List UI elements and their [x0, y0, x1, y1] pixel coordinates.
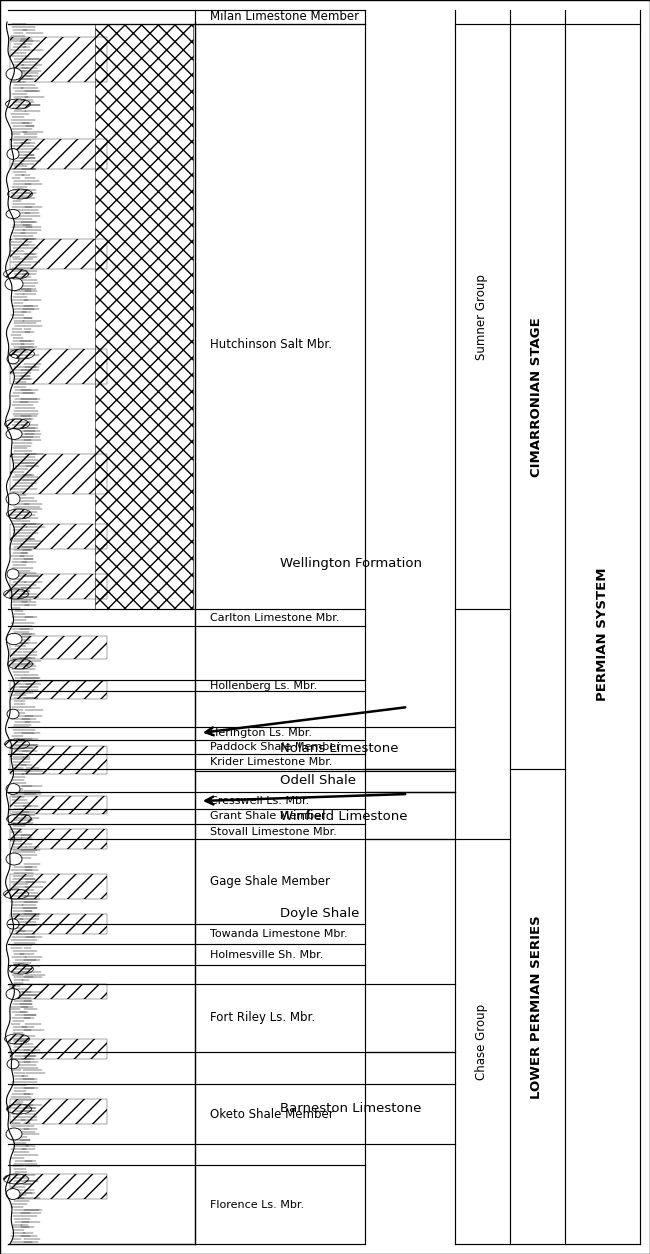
Bar	[10, 796, 107, 814]
Ellipse shape	[6, 1189, 20, 1199]
Bar	[10, 349, 107, 384]
Ellipse shape	[5, 277, 23, 291]
Text: Winfield Limestone: Winfield Limestone	[280, 810, 408, 823]
Bar	[10, 746, 107, 774]
Text: Stovall Limestone Mbr.: Stovall Limestone Mbr.	[210, 826, 337, 836]
Ellipse shape	[7, 1060, 19, 1068]
Bar	[95, 24, 193, 609]
Text: Cresswell Ls. Mbr.: Cresswell Ls. Mbr.	[210, 796, 309, 806]
Ellipse shape	[6, 493, 20, 505]
Bar	[8, 23, 195, 1244]
Text: Sumner Group: Sumner Group	[476, 275, 489, 360]
Text: Herington Ls. Mbr.: Herington Ls. Mbr.	[210, 729, 312, 739]
Ellipse shape	[6, 68, 22, 80]
Ellipse shape	[6, 429, 22, 439]
Ellipse shape	[6, 1129, 22, 1140]
Bar	[95, 24, 193, 609]
Ellipse shape	[6, 209, 20, 218]
Bar	[10, 636, 107, 660]
Text: Nolans Limestone: Nolans Limestone	[280, 742, 398, 755]
Text: Grant Shale Member: Grant Shale Member	[210, 811, 326, 821]
Text: Milan Limestone Member: Milan Limestone Member	[210, 10, 359, 24]
Text: Odell Shale: Odell Shale	[280, 775, 356, 788]
Bar	[10, 1040, 107, 1058]
Text: Towanda Limestone Mbr.: Towanda Limestone Mbr.	[210, 929, 348, 939]
Text: Hollenberg Ls. Mbr.: Hollenberg Ls. Mbr.	[210, 681, 317, 691]
Text: Florence Ls. Mbr.: Florence Ls. Mbr.	[210, 1200, 304, 1210]
Bar	[10, 1174, 107, 1199]
Text: CIMARRONIAN STAGE: CIMARRONIAN STAGE	[530, 317, 543, 477]
Bar	[10, 984, 107, 999]
Text: LOWER PERMIAN SERIES: LOWER PERMIAN SERIES	[530, 915, 543, 1099]
Text: Barneston Limestone: Barneston Limestone	[280, 1102, 421, 1116]
Bar	[10, 829, 107, 849]
Ellipse shape	[7, 710, 19, 719]
Text: Carlton Limestone Mbr.: Carlton Limestone Mbr.	[210, 613, 339, 623]
Text: Hutchinson Salt Mbr.: Hutchinson Salt Mbr.	[210, 337, 332, 351]
Text: Gage Shale Member: Gage Shale Member	[210, 875, 330, 889]
Bar	[10, 914, 107, 934]
Text: Krider Limestone Mbr.: Krider Limestone Mbr.	[210, 757, 333, 767]
Bar	[10, 139, 107, 169]
Bar	[10, 681, 107, 698]
Text: Holmesville Sh. Mbr.: Holmesville Sh. Mbr.	[210, 951, 324, 961]
Text: Oketo Shale Member: Oketo Shale Member	[210, 1107, 333, 1121]
Text: Wellington Formation: Wellington Formation	[280, 558, 422, 571]
Ellipse shape	[7, 569, 19, 579]
Bar	[10, 454, 107, 494]
Bar	[10, 1099, 107, 1124]
Text: Doyle Shale: Doyle Shale	[280, 908, 359, 920]
Ellipse shape	[7, 919, 19, 929]
Text: PERMIAN SYSTEM: PERMIAN SYSTEM	[595, 567, 608, 701]
Ellipse shape	[7, 149, 19, 159]
Text: Chase Group: Chase Group	[476, 1004, 489, 1080]
Bar	[10, 574, 107, 599]
Bar	[10, 38, 107, 82]
Ellipse shape	[6, 784, 20, 794]
Bar	[10, 524, 107, 549]
Ellipse shape	[6, 853, 22, 865]
Text: Paddock Shale Member: Paddock Shale Member	[210, 742, 341, 752]
Ellipse shape	[7, 354, 19, 364]
Bar	[10, 874, 107, 899]
Text: Fort Riley Ls. Mbr.: Fort Riley Ls. Mbr.	[210, 1012, 315, 1025]
Bar	[10, 240, 107, 270]
Ellipse shape	[6, 633, 22, 645]
Ellipse shape	[6, 988, 20, 999]
